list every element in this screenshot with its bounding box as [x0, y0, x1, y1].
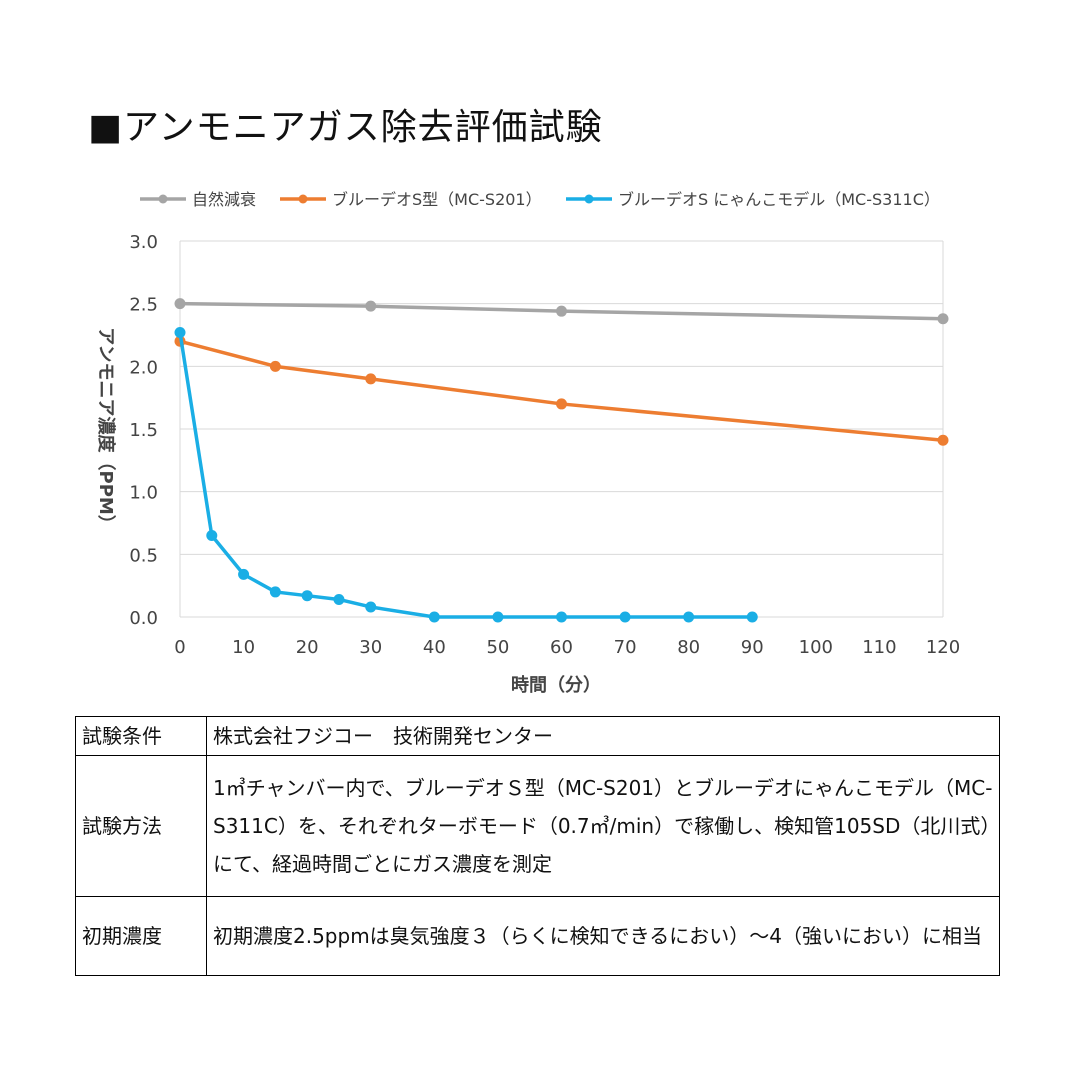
y-tick-label: 1.5: [129, 420, 158, 441]
series-0: [174, 298, 949, 325]
y-tick-label: 0.5: [129, 545, 158, 566]
chart-series: [174, 298, 949, 623]
y-axis-ticks: 0.0 0.5 1.0 1.5 2.0 2.5 3.0: [129, 232, 158, 629]
data-point: [683, 611, 695, 623]
x-tick-label: 90: [741, 637, 764, 658]
legend-label: ブルーデオS型（MC-S201）: [332, 190, 542, 209]
data-point: [206, 530, 218, 542]
y-axis-title: アンモニア濃度（PPM）: [95, 327, 117, 533]
data-point: [365, 601, 377, 613]
data-point: [269, 586, 281, 598]
series-line: [179, 339, 944, 443]
chart-legend: 自然減衰 ブルーデオS型（MC-S201） ブルーデオS にゃんこモデル（MC-S3…: [140, 190, 940, 209]
x-tick-label: 30: [359, 637, 382, 658]
test-conditions-table: 試験条件 株式会社フジコー 技術開発センター 試験方法 1㎥チャンバー内で、ブル…: [75, 716, 1000, 976]
row-text: 初期濃度2.5ppmは臭気強度３（らくに検知できるにおい）～4（強いにおい）に相…: [206, 896, 1000, 976]
data-point: [365, 373, 377, 385]
x-axis-title: 時間（分）: [511, 675, 601, 696]
data-point: [556, 398, 567, 410]
data-point: [174, 326, 186, 338]
table-row: 試験方法 1㎥チャンバー内で、ブルーデオＳ型（MC-S201）とブルーデオにゃん…: [75, 755, 1000, 897]
legend-marker: [158, 194, 168, 204]
data-point: [365, 300, 377, 312]
data-point: [428, 611, 440, 623]
legend-marker: [298, 194, 308, 204]
data-point: [937, 313, 949, 325]
y-tick-label: 2.0: [129, 357, 158, 378]
x-tick-label: 60: [550, 637, 573, 658]
y-tick-label: 3.0: [129, 232, 158, 253]
legend-label: 自然減衰: [192, 190, 256, 209]
x-tick-label: 100: [799, 637, 833, 658]
row-label: 試験条件: [75, 716, 207, 756]
x-tick-label: 20: [296, 637, 319, 658]
x-tick-label: 40: [423, 637, 446, 658]
data-point: [269, 360, 281, 372]
data-point: [619, 611, 631, 623]
y-tick-label: 1.0: [129, 483, 158, 504]
x-tick-label: 0: [174, 637, 185, 658]
table-row: 初期濃度 初期濃度2.5ppmは臭気強度３（らくに検知できるにおい）～4（強いに…: [75, 896, 1000, 976]
x-tick-label: 120: [926, 637, 960, 658]
data-point: [492, 611, 504, 623]
row-label: 初期濃度: [75, 896, 207, 976]
data-point: [238, 568, 250, 580]
page-title: ■アンモニアガス除去評価試験: [88, 107, 603, 148]
x-axis-ticks: 0 10 20 30 40 50 60 70 80 90 100 110 120: [174, 637, 960, 658]
y-tick-label: 0.0: [129, 608, 158, 629]
data-point: [746, 611, 758, 623]
table-row: 試験条件 株式会社フジコー 技術開発センター: [75, 716, 1000, 756]
data-point: [333, 593, 345, 605]
y-tick-label: 2.5: [129, 295, 158, 316]
data-point: [174, 298, 186, 310]
legend-label: ブルーデオS にゃんこモデル（MC-S311C）: [618, 190, 940, 209]
row-text: 株式会社フジコー 技術開発センター: [206, 716, 1000, 756]
row-text: 1㎥チャンバー内で、ブルーデオＳ型（MC-S201）とブルーデオにゃんこモデル（…: [206, 755, 1000, 897]
legend-item: ブルーデオS にゃんこモデル（MC-S311C）: [566, 190, 940, 209]
series-1: [174, 335, 949, 446]
x-tick-label: 80: [677, 637, 700, 658]
series-line: [178, 332, 753, 619]
legend-marker: [584, 194, 594, 204]
series-line: [179, 301, 944, 321]
x-tick-label: 50: [486, 637, 509, 658]
data-point: [937, 434, 949, 446]
series-2: [174, 326, 758, 623]
line-chart: 自然減衰 ブルーデオS型（MC-S201） ブルーデオS にゃんこモデル（MC-S3…: [95, 190, 960, 696]
x-tick-label: 70: [614, 637, 637, 658]
legend-item: 自然減衰: [140, 190, 256, 209]
legend-item: ブルーデオS型（MC-S201）: [280, 190, 542, 209]
row-label: 試験方法: [75, 755, 207, 897]
x-tick-label: 110: [862, 637, 896, 658]
data-point: [556, 611, 567, 623]
x-tick-label: 10: [232, 637, 255, 658]
data-point: [301, 590, 313, 602]
data-point: [556, 305, 567, 317]
